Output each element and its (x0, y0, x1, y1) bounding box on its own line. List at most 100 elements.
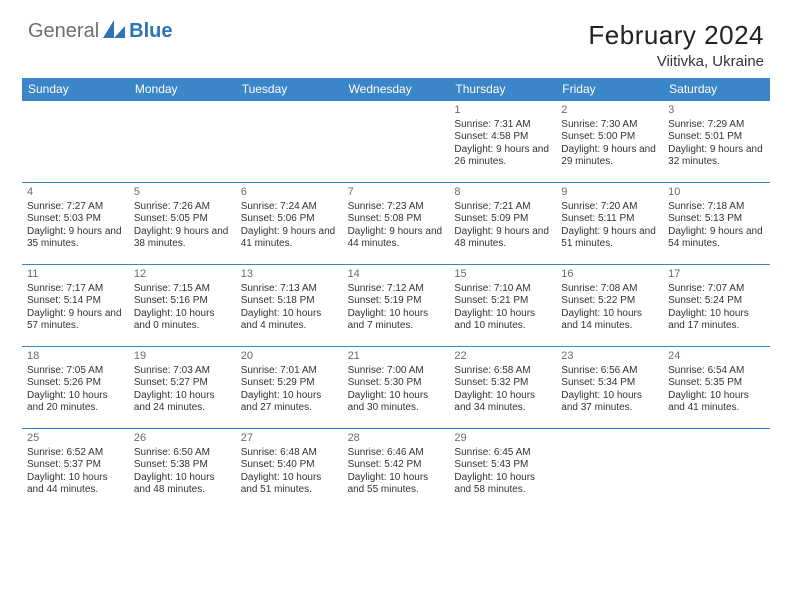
sunrise-text: Sunrise: 7:29 AM (668, 119, 765, 132)
daylight-text: Daylight: 10 hours and 0 minutes. (134, 308, 231, 333)
sunrise-text: Sunrise: 7:18 AM (668, 201, 765, 214)
daylight-text: Daylight: 10 hours and 48 minutes. (134, 472, 231, 497)
sunrise-text: Sunrise: 7:08 AM (561, 283, 658, 296)
calendar-cell: 1Sunrise: 7:31 AMSunset: 4:58 PMDaylight… (449, 100, 556, 182)
daylight-text: Daylight: 10 hours and 37 minutes. (561, 390, 658, 415)
day-number: 28 (348, 432, 445, 446)
day-number: 24 (668, 350, 765, 364)
sunrise-text: Sunrise: 6:52 AM (27, 447, 124, 460)
calendar-cell: 9Sunrise: 7:20 AMSunset: 5:11 PMDaylight… (556, 182, 663, 264)
calendar-cell: 26Sunrise: 6:50 AMSunset: 5:38 PMDayligh… (129, 428, 236, 510)
sunset-text: Sunset: 5:14 PM (27, 295, 124, 308)
sunset-text: Sunset: 5:13 PM (668, 213, 765, 226)
daylight-text: Daylight: 9 hours and 57 minutes. (27, 308, 124, 333)
header: General Blue February 2024 Viitivka, Ukr… (0, 0, 792, 78)
calendar-cell: 7Sunrise: 7:23 AMSunset: 5:08 PMDaylight… (343, 182, 450, 264)
sunrise-text: Sunrise: 7:15 AM (134, 283, 231, 296)
day-number: 13 (241, 268, 338, 282)
daylight-text: Daylight: 10 hours and 20 minutes. (27, 390, 124, 415)
daylight-text: Daylight: 10 hours and 30 minutes. (348, 390, 445, 415)
page-title: February 2024 (588, 20, 764, 51)
weekday-header: Tuesday (236, 78, 343, 100)
sunset-text: Sunset: 5:01 PM (668, 131, 765, 144)
calendar-cell: 15Sunrise: 7:10 AMSunset: 5:21 PMDayligh… (449, 264, 556, 346)
sunrise-text: Sunrise: 7:26 AM (134, 201, 231, 214)
sunset-text: Sunset: 5:09 PM (454, 213, 551, 226)
sunset-text: Sunset: 5:34 PM (561, 377, 658, 390)
daylight-text: Daylight: 10 hours and 7 minutes. (348, 308, 445, 333)
daylight-text: Daylight: 10 hours and 51 minutes. (241, 472, 338, 497)
sunset-text: Sunset: 5:38 PM (134, 459, 231, 472)
weekday-header: Saturday (663, 78, 770, 100)
daylight-text: Daylight: 9 hours and 48 minutes. (454, 226, 551, 251)
day-number: 10 (668, 186, 765, 200)
day-number: 4 (27, 186, 124, 200)
sunset-text: Sunset: 5:40 PM (241, 459, 338, 472)
sunrise-text: Sunrise: 7:12 AM (348, 283, 445, 296)
calendar: SundayMondayTuesdayWednesdayThursdayFrid… (0, 78, 792, 510)
calendar-cell-empty (236, 100, 343, 182)
daylight-text: Daylight: 10 hours and 55 minutes. (348, 472, 445, 497)
sunset-text: Sunset: 5:03 PM (27, 213, 124, 226)
daylight-text: Daylight: 9 hours and 54 minutes. (668, 226, 765, 251)
calendar-cell: 12Sunrise: 7:15 AMSunset: 5:16 PMDayligh… (129, 264, 236, 346)
daylight-text: Daylight: 10 hours and 4 minutes. (241, 308, 338, 333)
day-number: 19 (134, 350, 231, 364)
sunset-text: Sunset: 5:37 PM (27, 459, 124, 472)
day-number: 21 (348, 350, 445, 364)
calendar-cell: 29Sunrise: 6:45 AMSunset: 5:43 PMDayligh… (449, 428, 556, 510)
day-number: 11 (27, 268, 124, 282)
day-number: 18 (27, 350, 124, 364)
logo: General Blue (28, 20, 173, 43)
daylight-text: Daylight: 10 hours and 34 minutes. (454, 390, 551, 415)
sunrise-text: Sunrise: 6:56 AM (561, 365, 658, 378)
calendar-cell: 6Sunrise: 7:24 AMSunset: 5:06 PMDaylight… (236, 182, 343, 264)
daylight-text: Daylight: 10 hours and 17 minutes. (668, 308, 765, 333)
sunrise-text: Sunrise: 6:46 AM (348, 447, 445, 460)
sunset-text: Sunset: 5:42 PM (348, 459, 445, 472)
sunset-text: Sunset: 5:08 PM (348, 213, 445, 226)
daylight-text: Daylight: 9 hours and 44 minutes. (348, 226, 445, 251)
calendar-cell: 8Sunrise: 7:21 AMSunset: 5:09 PMDaylight… (449, 182, 556, 264)
calendar-cell-empty (22, 100, 129, 182)
sunrise-text: Sunrise: 6:50 AM (134, 447, 231, 460)
calendar-cell: 18Sunrise: 7:05 AMSunset: 5:26 PMDayligh… (22, 346, 129, 428)
daylight-text: Daylight: 10 hours and 58 minutes. (454, 472, 551, 497)
title-block: February 2024 Viitivka, Ukraine (588, 20, 764, 70)
sunset-text: Sunset: 5:18 PM (241, 295, 338, 308)
weekday-header: Friday (556, 78, 663, 100)
weekday-header: Monday (129, 78, 236, 100)
daylight-text: Daylight: 9 hours and 41 minutes. (241, 226, 338, 251)
calendar-cell: 28Sunrise: 6:46 AMSunset: 5:42 PMDayligh… (343, 428, 450, 510)
daylight-text: Daylight: 10 hours and 14 minutes. (561, 308, 658, 333)
calendar-cell-empty (663, 428, 770, 510)
sunset-text: Sunset: 5:21 PM (454, 295, 551, 308)
calendar-cell: 19Sunrise: 7:03 AMSunset: 5:27 PMDayligh… (129, 346, 236, 428)
sunset-text: Sunset: 5:30 PM (348, 377, 445, 390)
calendar-cell: 10Sunrise: 7:18 AMSunset: 5:13 PMDayligh… (663, 182, 770, 264)
daylight-text: Daylight: 9 hours and 29 minutes. (561, 144, 658, 169)
sunrise-text: Sunrise: 7:13 AM (241, 283, 338, 296)
daylight-text: Daylight: 10 hours and 10 minutes. (454, 308, 551, 333)
calendar-grid: 1Sunrise: 7:31 AMSunset: 4:58 PMDaylight… (22, 100, 770, 510)
day-number: 1 (454, 104, 551, 118)
sunrise-text: Sunrise: 7:20 AM (561, 201, 658, 214)
day-number: 26 (134, 432, 231, 446)
sunset-text: Sunset: 5:05 PM (134, 213, 231, 226)
calendar-cell: 27Sunrise: 6:48 AMSunset: 5:40 PMDayligh… (236, 428, 343, 510)
sunset-text: Sunset: 5:26 PM (27, 377, 124, 390)
sunset-text: Sunset: 5:24 PM (668, 295, 765, 308)
sunset-text: Sunset: 5:06 PM (241, 213, 338, 226)
calendar-cell: 4Sunrise: 7:27 AMSunset: 5:03 PMDaylight… (22, 182, 129, 264)
sunrise-text: Sunrise: 7:23 AM (348, 201, 445, 214)
day-number: 3 (668, 104, 765, 118)
logo-mark-icon (103, 20, 125, 43)
daylight-text: Daylight: 9 hours and 51 minutes. (561, 226, 658, 251)
sunset-text: Sunset: 5:11 PM (561, 213, 658, 226)
sunrise-text: Sunrise: 7:21 AM (454, 201, 551, 214)
calendar-cell: 2Sunrise: 7:30 AMSunset: 5:00 PMDaylight… (556, 100, 663, 182)
sunrise-text: Sunrise: 7:24 AM (241, 201, 338, 214)
weekday-header: Thursday (449, 78, 556, 100)
sunrise-text: Sunrise: 7:27 AM (27, 201, 124, 214)
weekday-header: Wednesday (343, 78, 450, 100)
